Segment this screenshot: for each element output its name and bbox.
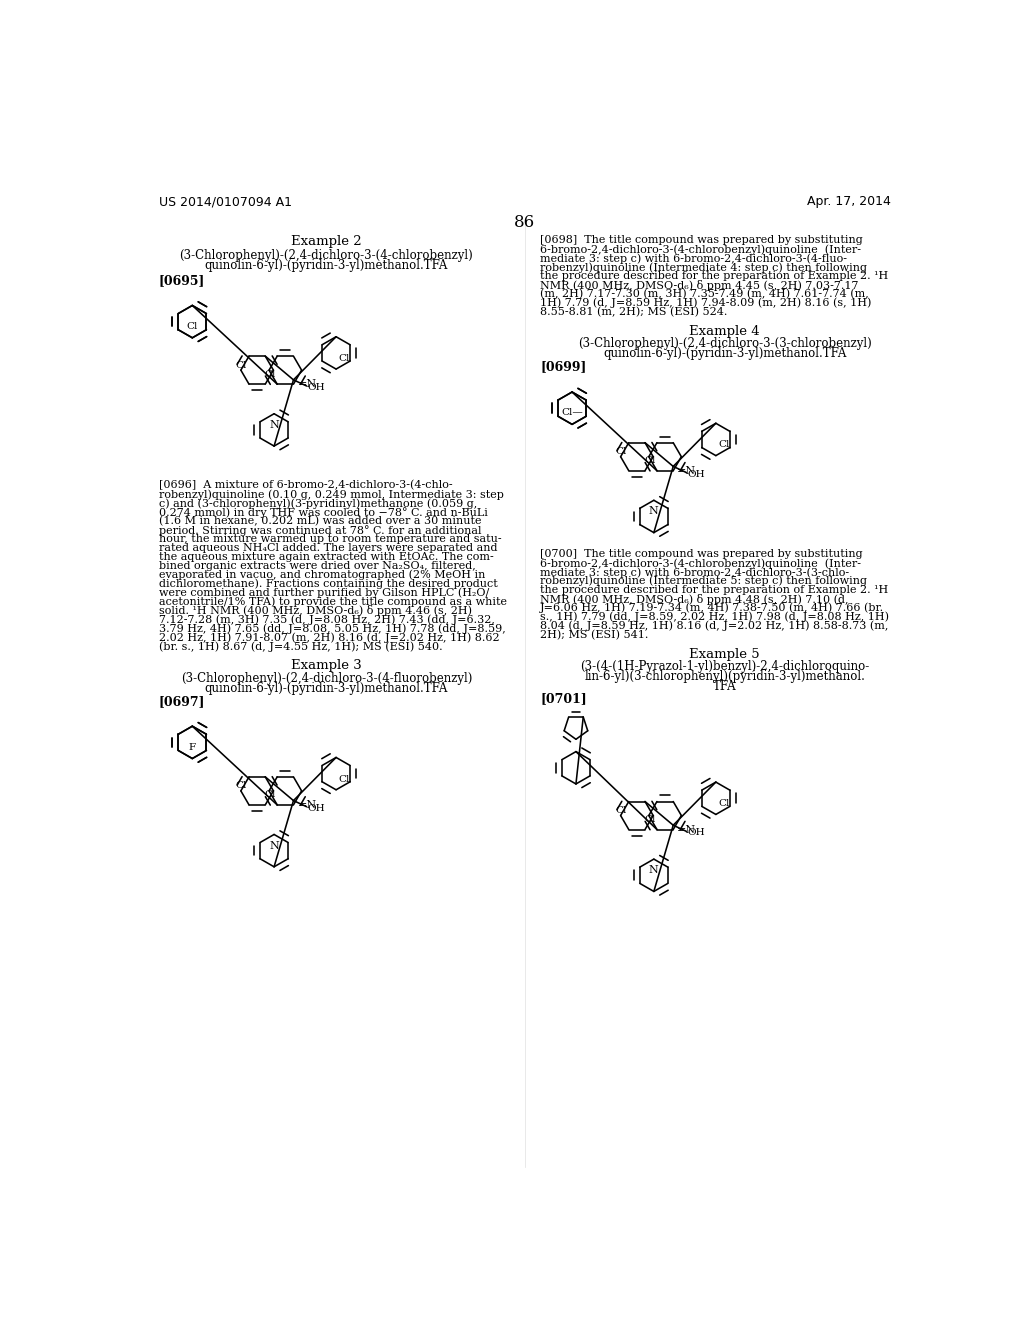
- Text: the procedure described for the preparation of Example 2. ¹H: the procedure described for the preparat…: [541, 271, 889, 281]
- Text: (3-(4-(1H-Pyrazol-1-yl)benzyl)-2,4-dichloroquino-: (3-(4-(1H-Pyrazol-1-yl)benzyl)-2,4-dichl…: [581, 660, 869, 673]
- Text: 6-bromo-2,4-dichloro-3-(4-chlorobenzyl)quinoline  (Inter-: 6-bromo-2,4-dichloro-3-(4-chlorobenzyl)q…: [541, 558, 861, 569]
- Text: Cl—: Cl—: [561, 408, 583, 417]
- Text: Cl: Cl: [264, 370, 275, 379]
- Text: Cl: Cl: [644, 816, 655, 824]
- Text: 8.55-8.81 (m, 2H); MS (ESI) 524.: 8.55-8.81 (m, 2H); MS (ESI) 524.: [541, 306, 728, 317]
- Text: OH: OH: [307, 804, 325, 813]
- Text: 86: 86: [514, 214, 536, 231]
- Text: NMR (400 MHz, DMSO-d₆) δ ppm 4.45 (s, 2H) 7.03-7.17: NMR (400 MHz, DMSO-d₆) δ ppm 4.45 (s, 2H…: [541, 280, 859, 292]
- Text: Example 2: Example 2: [291, 235, 361, 248]
- Text: J=6.06 Hz, 1H) 7.19-7.34 (m, 4H) 7.38-7.50 (m, 4H) 7.66 (br.: J=6.06 Hz, 1H) 7.19-7.34 (m, 4H) 7.38-7.…: [541, 603, 885, 614]
- Text: =N: =N: [677, 825, 696, 834]
- Text: F: F: [188, 743, 196, 751]
- Text: 3.79 Hz, 4H) 7.65 (dd, J=8.08, 5.05 Hz, 1H) 7.78 (dd, J=8.59,: 3.79 Hz, 4H) 7.65 (dd, J=8.08, 5.05 Hz, …: [159, 623, 506, 634]
- Text: dichloromethane). Fractions containing the desired product: dichloromethane). Fractions containing t…: [159, 578, 498, 589]
- Text: period. Stirring was continued at 78° C. for an additional: period. Stirring was continued at 78° C.…: [159, 525, 481, 536]
- Text: 8.04 (d, J=8.59 Hz, 1H) 8.16 (d, J=2.02 Hz, 1H) 8.58-8.73 (m,: 8.04 (d, J=8.59 Hz, 1H) 8.16 (d, J=2.02 …: [541, 620, 889, 631]
- Text: Cl: Cl: [236, 360, 247, 370]
- Text: mediate 3: step c) with 6-bromo-2,4-dichloro-3-(3-chlo-: mediate 3: step c) with 6-bromo-2,4-dich…: [541, 568, 850, 578]
- Text: Cl: Cl: [338, 354, 350, 363]
- Text: were combined and further purified by Gilson HPLC (H₂O/: were combined and further purified by Gi…: [159, 587, 489, 598]
- Text: lin-6-yl)(3-chlorophenyl)(pyridin-3-yl)methanol.: lin-6-yl)(3-chlorophenyl)(pyridin-3-yl)m…: [585, 671, 865, 682]
- Text: Cl: Cl: [644, 457, 655, 466]
- Text: s., 1H) 7.79 (dd, J=8.59, 2.02 Hz, 1H) 7.98 (d, J=8.08 Hz, 1H): s., 1H) 7.79 (dd, J=8.59, 2.02 Hz, 1H) 7…: [541, 611, 889, 622]
- Text: (m, 2H) 7.17-7.30 (m, 3H) 7.35-7.49 (m, 4H) 7.61-7.74 (m,: (m, 2H) 7.17-7.30 (m, 3H) 7.35-7.49 (m, …: [541, 289, 869, 300]
- Text: evaporated in vacuo, and chromatographed (2% MeOH in: evaporated in vacuo, and chromatographed…: [159, 570, 485, 581]
- Text: the procedure described for the preparation of Example 2. ¹H: the procedure described for the preparat…: [541, 585, 889, 595]
- Text: TFA: TFA: [713, 680, 736, 693]
- Text: bined organic extracts were dried over Na₂SO₄, filtered,: bined organic extracts were dried over N…: [159, 561, 476, 570]
- Text: Cl: Cl: [264, 791, 275, 800]
- Text: Example 3: Example 3: [291, 659, 361, 672]
- Text: OH: OH: [687, 829, 705, 837]
- Text: c) and (3-chlorophenyl)(3-pyridinyl)methanone (0.059 g,: c) and (3-chlorophenyl)(3-pyridinyl)meth…: [159, 498, 477, 508]
- Text: acetonitrile/1% TFA) to provide the title compound as a white: acetonitrile/1% TFA) to provide the titl…: [159, 597, 507, 607]
- Text: N: N: [649, 507, 658, 516]
- Text: Example 5: Example 5: [689, 648, 760, 660]
- Text: quinolin-6-yl)-(pyridin-3-yl)methanol.TFA: quinolin-6-yl)-(pyridin-3-yl)methanol.TF…: [205, 259, 449, 272]
- Text: 2H); MS (ESI) 541.: 2H); MS (ESI) 541.: [541, 630, 648, 640]
- Text: (3-Chlorophenyl)-(2,4-dichloro-3-(4-fluorobenzyl): (3-Chlorophenyl)-(2,4-dichloro-3-(4-fluo…: [180, 672, 472, 685]
- Text: Cl: Cl: [718, 800, 729, 808]
- Text: quinolin-6-yl)-(pyridin-3-yl)methanol.TFA: quinolin-6-yl)-(pyridin-3-yl)methanol.TF…: [603, 347, 847, 360]
- Text: Apr. 17, 2014: Apr. 17, 2014: [807, 195, 891, 209]
- Text: (3-Chlorophenyl)-(2,4-dichloro-3-(3-chlorobenzyl): (3-Chlorophenyl)-(2,4-dichloro-3-(3-chlo…: [578, 338, 871, 350]
- Text: Cl: Cl: [338, 775, 350, 784]
- Text: Cl: Cl: [718, 441, 729, 449]
- Text: (3-Chlorophenyl)-(2,4-dichloro-3-(4-chlorobenzyl): (3-Chlorophenyl)-(2,4-dichloro-3-(4-chlo…: [179, 249, 473, 263]
- Text: quinolin-6-yl)-(pyridin-3-yl)methanol.TFA: quinolin-6-yl)-(pyridin-3-yl)methanol.TF…: [205, 681, 449, 694]
- Text: N: N: [269, 420, 279, 430]
- Text: [0696]  A mixture of 6-bromo-2,4-dichloro-3-(4-chlo-: [0696] A mixture of 6-bromo-2,4-dichloro…: [159, 480, 453, 491]
- Text: =N: =N: [297, 379, 316, 389]
- Text: [0701]: [0701]: [541, 692, 587, 705]
- Text: =N: =N: [677, 466, 696, 475]
- Text: [0699]: [0699]: [541, 360, 587, 374]
- Text: Example 4: Example 4: [689, 325, 760, 338]
- Text: 6-bromo-2,4-dichloro-3-(4-chlorobenzyl)quinoline  (Inter-: 6-bromo-2,4-dichloro-3-(4-chlorobenzyl)q…: [541, 244, 861, 255]
- Text: US 2014/0107094 A1: US 2014/0107094 A1: [159, 195, 292, 209]
- Text: robenzyl)quinoline (Intermediate 5: step c) then following: robenzyl)quinoline (Intermediate 5: step…: [541, 576, 867, 586]
- Text: [0697]: [0697]: [159, 694, 206, 708]
- Text: N: N: [269, 841, 279, 850]
- Text: =N: =N: [297, 800, 316, 810]
- Text: (1.6 M in hexane, 0.202 mL) was added over a 30 minute: (1.6 M in hexane, 0.202 mL) was added ov…: [159, 516, 481, 527]
- Text: Cl: Cl: [615, 807, 627, 816]
- Text: N: N: [649, 866, 658, 875]
- Text: Cl: Cl: [236, 781, 247, 791]
- Text: (br. s., 1H) 8.67 (d, J=4.55 Hz, 1H); MS (ESI) 540.: (br. s., 1H) 8.67 (d, J=4.55 Hz, 1H); MS…: [159, 642, 442, 652]
- Text: rated aqueous NH₄Cl added. The layers were separated and: rated aqueous NH₄Cl added. The layers we…: [159, 543, 498, 553]
- Text: 7.12-7.28 (m, 3H) 7.35 (d, J=8.08 Hz, 2H) 7.43 (dd, J=6.32,: 7.12-7.28 (m, 3H) 7.35 (d, J=8.08 Hz, 2H…: [159, 614, 495, 624]
- Text: 2.02 Hz, 1H) 7.91-8.07 (m, 2H) 8.16 (d, J=2.02 Hz, 1H) 8.62: 2.02 Hz, 1H) 7.91-8.07 (m, 2H) 8.16 (d, …: [159, 632, 500, 643]
- Text: robenzyl)quinoline (Intermediate 4: step c) then following: robenzyl)quinoline (Intermediate 4: step…: [541, 263, 867, 273]
- Text: 1H) 7.79 (d, J=8.59 Hz, 1H) 7.94-8.09 (m, 2H) 8.16 (s, 1H): 1H) 7.79 (d, J=8.59 Hz, 1H) 7.94-8.09 (m…: [541, 298, 871, 309]
- Text: solid. ¹H NMR (400 MHz, DMSO-d₆) δ ppm 4.46 (s, 2H): solid. ¹H NMR (400 MHz, DMSO-d₆) δ ppm 4…: [159, 606, 472, 616]
- Text: NMR (400 MHz, DMSO-d₆) δ ppm 4.48 (s, 2H) 7.10 (d,: NMR (400 MHz, DMSO-d₆) δ ppm 4.48 (s, 2H…: [541, 594, 849, 605]
- Text: [0700]  The title compound was prepared by substituting: [0700] The title compound was prepared b…: [541, 549, 863, 560]
- Text: Cl: Cl: [615, 447, 627, 457]
- Text: [0698]  The title compound was prepared by substituting: [0698] The title compound was prepared b…: [541, 235, 863, 246]
- Text: OH: OH: [687, 470, 705, 479]
- Text: hour, the mixture warmed up to room temperature and satu-: hour, the mixture warmed up to room temp…: [159, 533, 502, 544]
- Text: mediate 3: step c) with 6-bromo-2,4-dichloro-3-(4-fluo-: mediate 3: step c) with 6-bromo-2,4-dich…: [541, 253, 847, 264]
- Text: 0.274 mmol) in dry THF was cooled to −78° C. and n-BuLi: 0.274 mmol) in dry THF was cooled to −78…: [159, 507, 487, 517]
- Text: robenzyl)quinoline (0.10 g, 0.249 mmol, Intermediate 3: step: robenzyl)quinoline (0.10 g, 0.249 mmol, …: [159, 490, 504, 500]
- Text: Cl: Cl: [186, 322, 198, 331]
- Text: OH: OH: [307, 383, 325, 392]
- Text: [0695]: [0695]: [159, 275, 206, 286]
- Text: the aqueous mixture again extracted with EtOAc. The com-: the aqueous mixture again extracted with…: [159, 552, 494, 562]
